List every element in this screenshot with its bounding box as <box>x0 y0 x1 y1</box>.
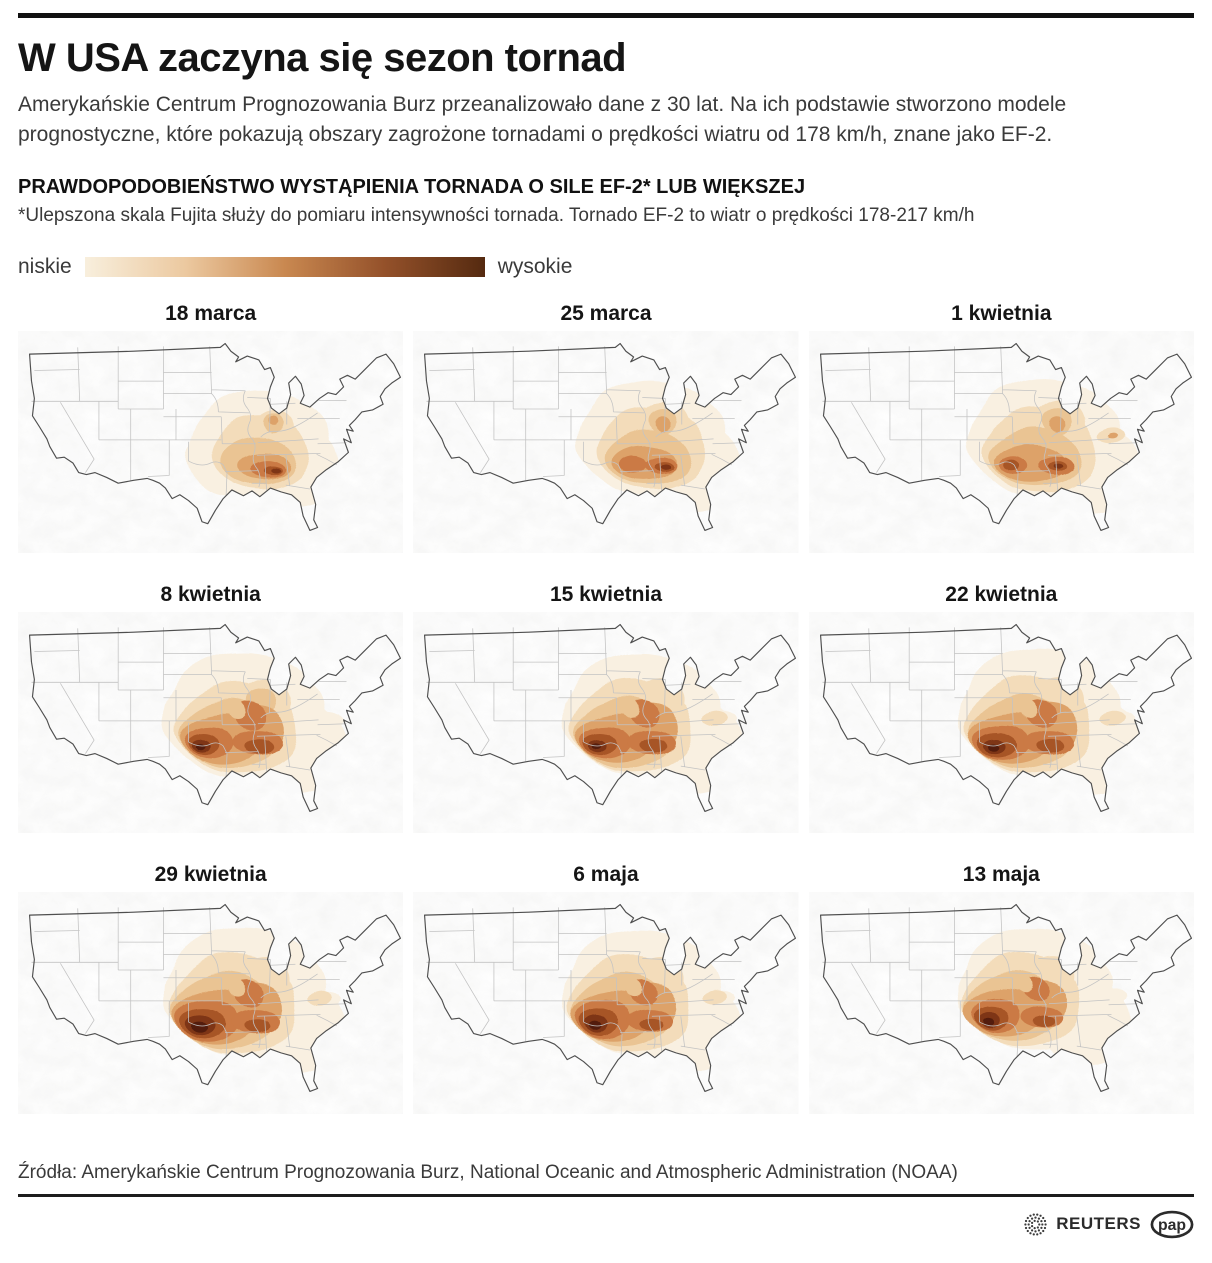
pap-logo: pap <box>1150 1210 1194 1239</box>
maps-grid: 18 marca 25 marca 1 kwietnia 8 kwietnia 15 k… <box>18 301 1194 1114</box>
us-probability-map <box>413 892 799 1114</box>
map-date-label: 15 kwietnia <box>549 582 663 606</box>
us-probability-map <box>18 331 404 553</box>
svg-text:pap: pap <box>1158 1217 1186 1234</box>
map-date-label: 29 kwietnia <box>154 863 267 887</box>
map-date-label: 18 marca <box>165 302 257 325</box>
us-probability-map <box>413 331 799 553</box>
us-probability-map <box>808 611 1194 834</box>
map-cell: 29 kwietnia <box>18 862 404 1114</box>
map-cell: 22 kwietnia <box>808 582 1194 834</box>
map-cell: 15 kwietnia <box>413 582 799 834</box>
section-heading: PRAWDOPODOBIEŃSTWO WYSTĄPIENIA TORNADA O… <box>18 176 806 198</box>
legend-high-label: wysokie <box>497 255 573 278</box>
page-subtitle: Amerykańskie Centrum Prognozowania Burz … <box>18 93 1067 146</box>
us-probability-map <box>413 611 799 834</box>
reuters-logo: REUTERS <box>1022 1211 1141 1238</box>
us-probability-map <box>18 611 404 834</box>
probability-legend: niskie wysokie <box>18 255 1194 279</box>
reuters-logo-text: REUTERS <box>1056 1214 1141 1234</box>
us-probability-map <box>808 331 1194 553</box>
infographic-page: W USA zaczyna się sezon tornad Amerykańs… <box>0 13 1212 1263</box>
map-cell: 8 kwietnia <box>18 582 404 834</box>
map-date-label: 13 maja <box>962 863 1040 887</box>
logos-row: REUTERS pap <box>18 1210 1194 1239</box>
map-date-label: 6 maja <box>573 863 639 887</box>
map-cell: 13 maja <box>808 862 1194 1114</box>
map-date-label: 8 kwietnia <box>160 582 261 606</box>
sources-line: Źródła: Amerykańskie Centrum Prognozowan… <box>18 1161 958 1183</box>
map-date-label: 25 marca <box>560 302 652 325</box>
map-cell: 6 maja <box>413 862 799 1114</box>
us-probability-map <box>808 892 1194 1114</box>
legend-low-label: niskie <box>18 255 72 278</box>
legend-gradient-bar <box>84 257 485 277</box>
map-date-label: 1 kwietnia <box>951 302 1052 325</box>
map-date-label: 22 kwietnia <box>945 582 1058 606</box>
map-cell: 18 marca <box>18 301 404 553</box>
bottom-rule <box>18 1193 1194 1197</box>
us-probability-map <box>18 892 404 1114</box>
pap-logo-oval: pap <box>1150 1210 1194 1238</box>
top-rule <box>18 13 1194 18</box>
map-cell: 1 kwietnia <box>808 301 1194 553</box>
section-footnote: *Ulepszona skala Fujita służy do pomiaru… <box>18 205 975 226</box>
reuters-globe-icon <box>1024 1213 1047 1236</box>
map-cell: 25 marca <box>413 301 799 553</box>
page-title: W USA zaczyna się sezon tornad <box>18 36 627 80</box>
